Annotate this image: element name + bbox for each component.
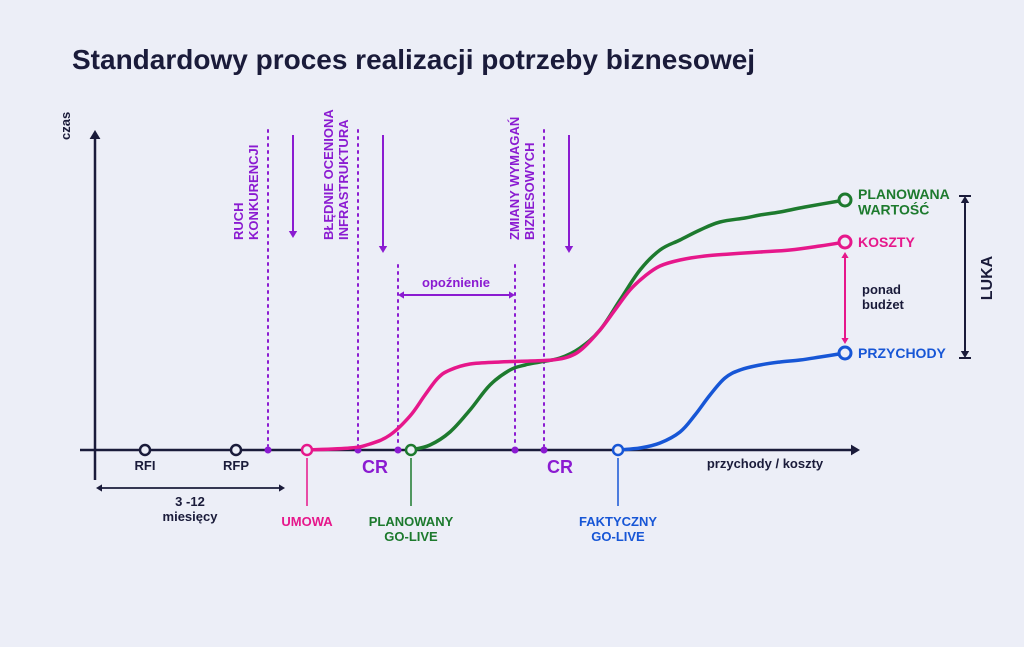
marker-rfp-label: RFP: [223, 458, 249, 473]
marker-faktyczny-golive-label: FAKTYCZNYGO-LIVE: [579, 514, 657, 544]
x-axis-label: przychody / koszty: [707, 456, 824, 471]
curve-planowana_wartosc-label: PLANOWANAWARTOŚĆ: [858, 186, 950, 217]
curve-przychody-label: PRZYCHODY: [858, 345, 947, 361]
marker-rfi-label: RFI: [135, 458, 156, 473]
curve-planowana_wartosc: [411, 200, 845, 450]
marker-umowa-label: UMOWA: [281, 514, 333, 529]
marker-faktyczny-golive: [613, 445, 623, 455]
months-label: 3 -12miesięcy: [163, 494, 219, 524]
svg-text:BŁĘDNIE OCENIONAINFRASTRUKTURA: BŁĘDNIE OCENIONAINFRASTRUKTURA: [321, 109, 351, 240]
curve-koszty-label: KOSZTY: [858, 234, 915, 250]
marker-planowany-golive: [406, 445, 416, 455]
chart-svg: czas przychody / koszty RUCHKONKURENCJI BŁĘ…: [0, 0, 1024, 647]
curve-przychody: [618, 353, 845, 450]
marker-umowa: [302, 445, 312, 455]
cr-label-1: CR: [547, 457, 573, 477]
marker-rfp: [231, 445, 241, 455]
cr-label-0: CR: [362, 457, 388, 477]
blednie-oceniona-label: BŁĘDNIE OCENIONAINFRASTRUKTURA: [321, 109, 351, 240]
ponad-budzet-label: ponadbudżet: [862, 282, 905, 312]
svg-text:RUCHKONKURENCJI: RUCHKONKURENCJI: [231, 145, 261, 240]
marker-rfi: [140, 445, 150, 455]
zmiany-wymagan-label: ZMIANY WYMAGAŃBIZNESOWYCH: [507, 117, 537, 240]
ruch-konkurencji-dot: [265, 447, 272, 454]
curve-planowana_wartosc-end: [839, 194, 851, 206]
svg-text:ZMIANY WYMAGAŃBIZNESOWYCH: ZMIANY WYMAGAŃBIZNESOWYCH: [507, 117, 537, 240]
marker-planowany-golive-label: PLANOWANYGO-LIVE: [369, 514, 454, 544]
ruch-konkurencji-label: RUCHKONKURENCJI: [231, 145, 261, 240]
zmiany-wymagan-dot: [541, 447, 548, 454]
y-axis-label: czas: [58, 112, 73, 140]
curve-koszty: [307, 242, 845, 450]
curve-przychody-end: [839, 347, 851, 359]
luka-label: LUKA: [979, 255, 996, 300]
opoznienie-label: opoźnienie: [422, 275, 490, 290]
curve-koszty-end: [839, 236, 851, 248]
